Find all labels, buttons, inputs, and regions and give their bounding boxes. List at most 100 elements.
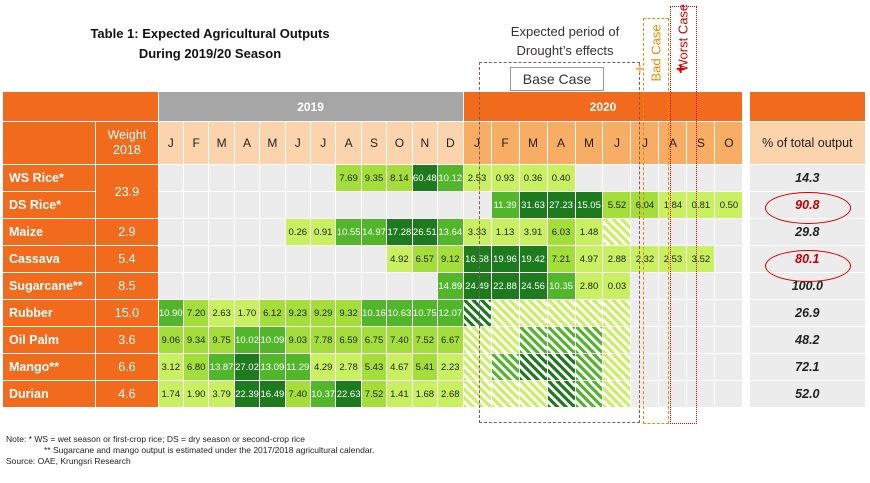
table-row: DS Rice* 11.39 31.63 27.23 15.05 5.52 6.04 1.84… bbox=[1, 191, 867, 219]
cell-2019: 5.41 bbox=[411, 353, 439, 381]
cell-2019: 17.28 bbox=[386, 218, 413, 246]
table-row: Maize 2.9 0.26 0.91 10.55 14.97 17.28 26.51 13.6… bbox=[1, 218, 867, 246]
cell-2019: 6.12 bbox=[259, 299, 286, 327]
cell-2020 bbox=[602, 380, 632, 408]
cell-2020 bbox=[630, 353, 660, 381]
note-line-1: Note: * WS = wet season or first-crop ri… bbox=[6, 434, 306, 444]
cell-2019 bbox=[259, 164, 286, 192]
cell-2019 bbox=[182, 272, 210, 300]
month-header-2020: J bbox=[630, 121, 660, 165]
cell-2019 bbox=[157, 245, 184, 273]
cell-2020: 2.80 bbox=[574, 272, 604, 300]
base-case-label: Base Case bbox=[510, 67, 604, 91]
cell-2019: 9.32 bbox=[335, 299, 362, 327]
cell-2019 bbox=[208, 191, 235, 219]
weight-value: 8.5 bbox=[95, 272, 159, 300]
cell-2019 bbox=[182, 218, 210, 246]
row-gap bbox=[742, 380, 750, 408]
cell-2020 bbox=[574, 299, 604, 327]
cell-2020: 1.48 bbox=[574, 218, 604, 246]
cell-2019 bbox=[411, 272, 439, 300]
cell-2019: 9.23 bbox=[284, 299, 311, 327]
title-line-2: During 2019/20 Season bbox=[138, 46, 282, 61]
cell-2019 bbox=[437, 191, 464, 219]
month-header-2019: D bbox=[437, 121, 464, 165]
cell-2019: 13.64 bbox=[437, 218, 464, 246]
cell-2020 bbox=[574, 164, 604, 192]
cell-2020 bbox=[658, 380, 688, 408]
cell-2020 bbox=[462, 299, 492, 327]
cell-2020: 0.40 bbox=[546, 164, 576, 192]
cell-2019: 6.67 bbox=[437, 326, 464, 354]
cell-2020 bbox=[462, 380, 492, 408]
cell-2020 bbox=[686, 218, 716, 246]
cell-2020: 2.88 bbox=[602, 245, 632, 273]
cell-2020: 1.13 bbox=[490, 218, 520, 246]
cell-2020 bbox=[658, 272, 688, 300]
cell-2020: 19.42 bbox=[518, 245, 548, 273]
outputs-table: 2019 2020 Weight 2018 J F M A M J J A S O N D J F M A M J J A S O… bbox=[1, 91, 867, 408]
cell-2020: 0.03 bbox=[602, 272, 632, 300]
pct-value: 26.9 bbox=[748, 299, 867, 327]
cell-2020 bbox=[546, 299, 576, 327]
cell-2019 bbox=[360, 191, 388, 219]
month-header-2019: J bbox=[309, 121, 337, 165]
month-header-2019: M bbox=[259, 121, 286, 165]
cell-2020 bbox=[630, 326, 660, 354]
cell-2020 bbox=[462, 353, 492, 381]
cell-2019: 6.75 bbox=[360, 326, 388, 354]
cell-2019: 7.52 bbox=[360, 380, 388, 408]
month-header-2019: S bbox=[360, 121, 388, 165]
cell-2019: 2.68 bbox=[437, 380, 464, 408]
cell-2020 bbox=[658, 299, 688, 327]
cell-2020: 3.91 bbox=[518, 218, 548, 246]
table-row: Durian 4.6 1.74 1.90 3.79 22.39 16.49 7.40 10.37… bbox=[1, 380, 867, 408]
cell-2020 bbox=[630, 299, 660, 327]
cell-2020: 15.05 bbox=[574, 191, 604, 219]
cell-2019 bbox=[259, 272, 286, 300]
cell-2019 bbox=[335, 272, 362, 300]
cell-2019: 13.87 bbox=[208, 353, 235, 381]
cell-2019: 7.40 bbox=[284, 380, 311, 408]
cell-2019: 10.63 bbox=[386, 299, 413, 327]
cell-2020: 6.04 bbox=[630, 191, 660, 219]
cell-2020 bbox=[546, 353, 576, 381]
cell-2019 bbox=[157, 164, 184, 192]
cell-2020 bbox=[602, 353, 632, 381]
footnotes: Note: * WS = wet season or first-crop ri… bbox=[6, 434, 374, 467]
month-header-2020: A bbox=[658, 121, 688, 165]
month-header-2019: A bbox=[335, 121, 362, 165]
cell-2019 bbox=[360, 272, 388, 300]
cell-2019: 10.12 bbox=[437, 164, 464, 192]
cell-2019: 1.70 bbox=[233, 299, 261, 327]
cell-2020 bbox=[630, 380, 660, 408]
cell-2020 bbox=[714, 272, 744, 300]
cell-2020: 10.35 bbox=[546, 272, 576, 300]
cell-2020: 0.36 bbox=[518, 164, 548, 192]
pct-header-top bbox=[748, 91, 867, 122]
cell-2020 bbox=[630, 272, 660, 300]
cell-2019 bbox=[233, 272, 261, 300]
cell-2020: 24.56 bbox=[518, 272, 548, 300]
title-line-1: Table 1: Expected Agricultural Outputs bbox=[90, 26, 330, 41]
cell-2020: 4.97 bbox=[574, 245, 604, 273]
cell-2020 bbox=[462, 191, 492, 219]
cell-2019 bbox=[182, 191, 210, 219]
cell-2019 bbox=[233, 245, 261, 273]
cell-2019: 6.57 bbox=[411, 245, 439, 273]
cell-2019: 6.59 bbox=[335, 326, 362, 354]
cell-2020 bbox=[490, 353, 520, 381]
cell-2019: 10.75 bbox=[411, 299, 439, 327]
cell-2020 bbox=[462, 326, 492, 354]
crop-name: Sugarcane** bbox=[1, 272, 97, 300]
pct-value: 14.3 bbox=[748, 164, 867, 192]
cell-2019 bbox=[259, 245, 286, 273]
cell-2019: 2.23 bbox=[437, 353, 464, 381]
cell-2019 bbox=[157, 272, 184, 300]
cell-2019: 10.37 bbox=[309, 380, 337, 408]
cell-2020: 2.53 bbox=[462, 164, 492, 192]
cell-2019: 14.97 bbox=[360, 218, 388, 246]
crop-name: Oil Palm bbox=[1, 326, 97, 354]
cell-2019 bbox=[411, 191, 439, 219]
month-header-2019: A bbox=[233, 121, 261, 165]
